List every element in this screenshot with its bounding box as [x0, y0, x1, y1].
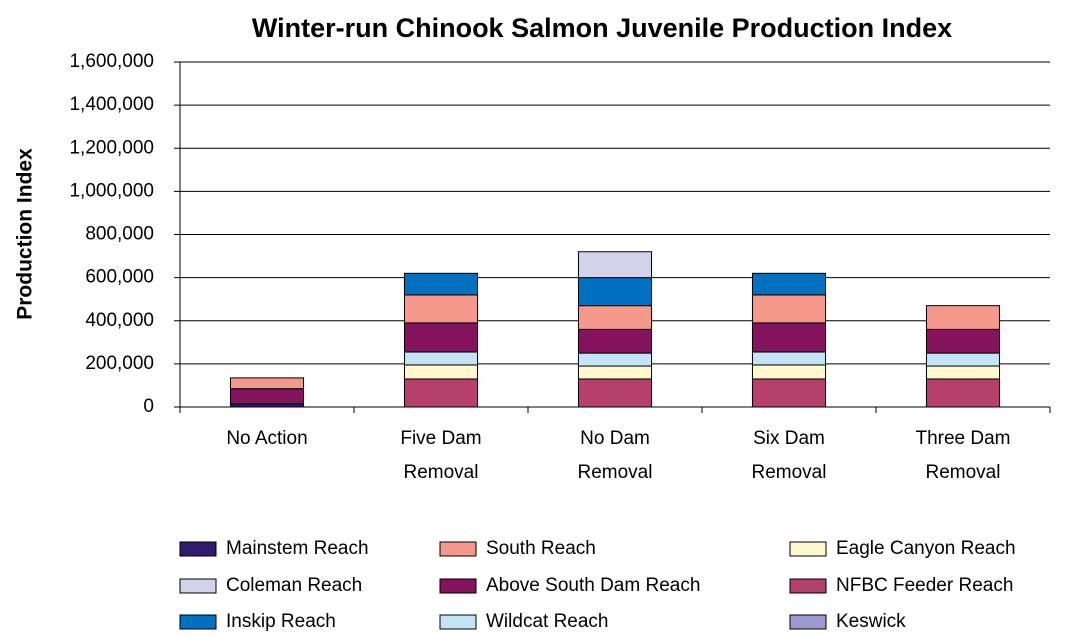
y-tick-label: 200,000	[85, 353, 154, 374]
bar-segment	[577, 365, 653, 380]
bar-segment	[751, 272, 827, 296]
bar-segment	[403, 294, 479, 324]
bar-segment	[403, 378, 479, 408]
bar-segment	[925, 378, 1001, 408]
bar-segment	[577, 352, 653, 367]
bar-segment	[577, 328, 653, 354]
legend-swatch	[789, 614, 827, 630]
legend-swatch	[179, 541, 217, 557]
bar-segment	[403, 364, 479, 380]
bar-segment	[577, 277, 653, 307]
legend-label: Inskip Reach	[226, 611, 336, 632]
x-tick-label: Six Dam Removal	[751, 428, 827, 483]
bar-segment	[577, 378, 653, 408]
y-tick-label: 1,000,000	[69, 180, 154, 201]
bar-segment	[925, 352, 1001, 367]
bar-segment	[925, 328, 1001, 354]
y-tick-label: 1,400,000	[69, 94, 154, 115]
legend-label: Wildcat Reach	[486, 611, 609, 632]
bar-segment	[403, 322, 479, 353]
legend-label: Mainstem Reach	[226, 538, 369, 559]
bar-segment	[925, 365, 1001, 380]
y-tick-label: 0	[143, 396, 154, 417]
bar-segment	[751, 294, 827, 324]
legend-swatch	[179, 578, 217, 594]
bar-segment	[751, 351, 827, 366]
y-tick-label: 1,200,000	[69, 137, 154, 158]
legend-swatch	[179, 614, 217, 630]
legend-label: South Reach	[486, 538, 596, 559]
bar-segment	[403, 272, 479, 296]
bar-segment	[577, 305, 653, 330]
legend-label: Keswick	[836, 611, 906, 632]
bar-segment	[229, 388, 305, 405]
y-axis-label: Production Index	[14, 148, 37, 320]
legend-swatch	[789, 578, 827, 594]
legend-label: NFBC Feeder Reach	[836, 575, 1013, 596]
bar-segment	[925, 305, 1001, 330]
legend-label: Eagle Canyon Reach	[836, 538, 1016, 559]
y-tick-label: 1,600,000	[69, 51, 154, 72]
legend-swatch	[789, 541, 827, 557]
x-tick-label: Five Dam Removal	[400, 428, 482, 483]
bar-segment	[751, 364, 827, 380]
legend-swatch	[439, 614, 477, 630]
x-tick-label: Three Dam Removal	[915, 428, 1011, 483]
legend-label: Above South Dam Reach	[486, 575, 700, 596]
y-tick-label: 400,000	[85, 310, 154, 331]
bar-segment	[751, 322, 827, 353]
y-tick-label: 600,000	[85, 267, 154, 288]
x-tick-label: No Dam Removal	[577, 428, 653, 483]
x-tick-label: No Action	[226, 428, 308, 449]
chart-title: Winter-run Chinook Salmon Juvenile Produ…	[252, 13, 952, 43]
y-tick-label: 800,000	[85, 224, 154, 245]
bar-segment	[751, 378, 827, 408]
legend-swatch	[439, 578, 477, 594]
legend-label: Coleman Reach	[226, 575, 362, 596]
bar-segment	[229, 377, 305, 390]
legend-swatch	[439, 541, 477, 557]
bar-segment	[403, 351, 479, 366]
bar-segment	[577, 251, 653, 279]
